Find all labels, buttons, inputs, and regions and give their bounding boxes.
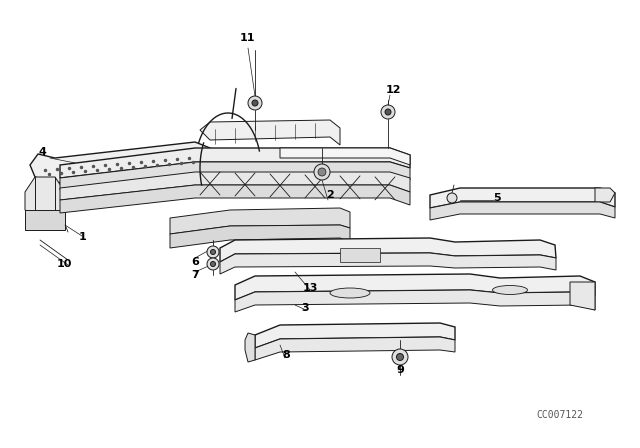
Polygon shape (220, 238, 556, 262)
Polygon shape (60, 172, 410, 200)
Polygon shape (60, 185, 410, 213)
Text: 5: 5 (493, 193, 501, 203)
Polygon shape (200, 120, 340, 145)
Ellipse shape (330, 288, 370, 298)
Polygon shape (235, 274, 595, 300)
Text: 2: 2 (326, 190, 334, 200)
Polygon shape (60, 162, 410, 190)
Polygon shape (235, 290, 595, 312)
Circle shape (318, 168, 326, 176)
Circle shape (248, 96, 262, 110)
Polygon shape (430, 202, 615, 220)
Polygon shape (170, 208, 350, 234)
Polygon shape (30, 142, 210, 183)
Polygon shape (430, 188, 615, 208)
Text: CC007122: CC007122 (536, 410, 584, 420)
Polygon shape (60, 148, 410, 178)
Text: 7: 7 (191, 270, 199, 280)
Text: 4: 4 (38, 147, 46, 157)
Text: 6: 6 (191, 257, 199, 267)
Polygon shape (170, 225, 350, 248)
Polygon shape (245, 333, 255, 362)
Circle shape (211, 262, 216, 267)
Text: 13: 13 (302, 283, 317, 293)
Polygon shape (570, 282, 595, 310)
Circle shape (211, 250, 216, 254)
Polygon shape (255, 337, 455, 360)
Polygon shape (220, 253, 556, 274)
Polygon shape (25, 177, 65, 215)
Text: 1: 1 (79, 232, 87, 242)
Polygon shape (280, 148, 410, 165)
Polygon shape (25, 210, 65, 230)
Circle shape (385, 109, 391, 115)
Text: 9: 9 (396, 365, 404, 375)
Circle shape (392, 349, 408, 365)
Circle shape (314, 164, 330, 180)
Circle shape (381, 105, 395, 119)
Text: 10: 10 (56, 259, 72, 269)
Ellipse shape (493, 285, 527, 294)
Polygon shape (595, 188, 615, 202)
Circle shape (207, 246, 219, 258)
Polygon shape (255, 323, 455, 348)
Text: 3: 3 (301, 303, 309, 313)
Circle shape (207, 258, 219, 270)
Circle shape (397, 353, 403, 361)
Text: 8: 8 (282, 350, 290, 360)
Text: 11: 11 (239, 33, 255, 43)
Polygon shape (340, 248, 380, 262)
Text: 12: 12 (385, 85, 401, 95)
Circle shape (252, 100, 258, 106)
Circle shape (447, 193, 457, 203)
